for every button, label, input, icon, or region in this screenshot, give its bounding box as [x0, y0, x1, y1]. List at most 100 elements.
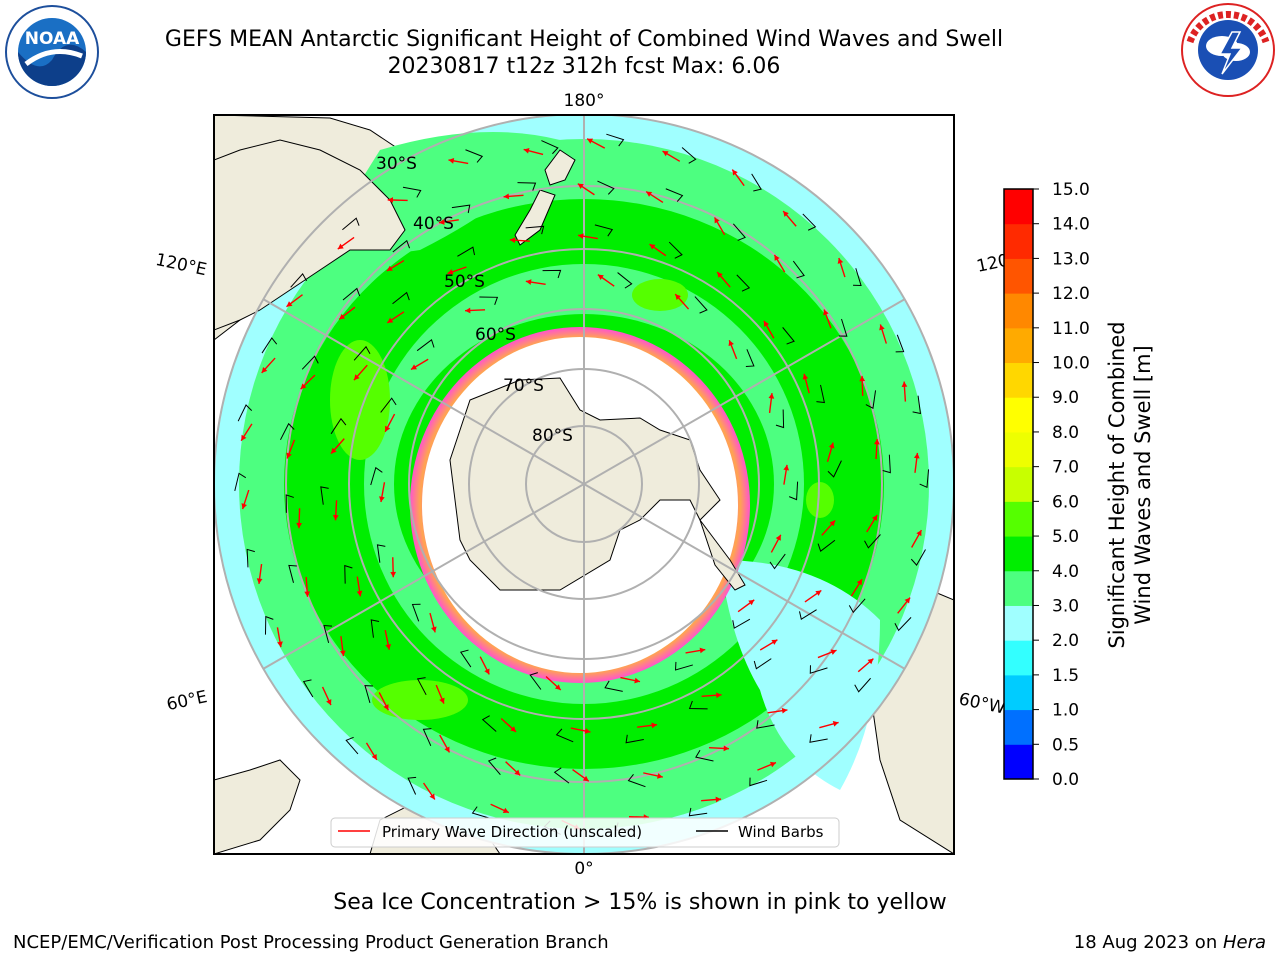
wind-barb: [751, 173, 762, 192]
wave-direction-arrowhead: [390, 571, 397, 578]
map-legend: Primary Wave Direction (unscaled) Wind B…: [330, 817, 840, 848]
wind-barb: [264, 615, 274, 635]
wave-direction-arrowhead: [699, 647, 706, 654]
wave-direction-arrowhead: [913, 452, 920, 459]
wind-barb: [487, 757, 501, 775]
wind-barb: [370, 619, 380, 638]
legend-barb-label: Wind Barbs: [738, 823, 824, 841]
wave-direction-arrowhead: [577, 183, 584, 189]
lon-label-120e: 120°E: [154, 250, 209, 280]
wave-direction-arrowhead: [829, 520, 836, 527]
wave-direction-arrowhead: [783, 211, 789, 217]
wind-barb: [553, 767, 570, 784]
wind-barb: [910, 549, 926, 566]
wave-direction-arrowhead: [331, 447, 337, 454]
wave-direction-arrowhead: [339, 313, 346, 320]
chart-title: GEFS MEAN Antarctic Significant Height o…: [164, 27, 1004, 52]
wind-barb: [853, 268, 862, 287]
colorbar-tick-label: 1.0: [1052, 701, 1079, 721]
wind-barb: [695, 750, 714, 762]
wind-barb: [749, 777, 768, 787]
wave-direction-arrowhead: [823, 309, 829, 316]
wind-barb: [912, 395, 922, 415]
colorbar-tick-label: 6.0: [1052, 492, 1079, 512]
wave-direction-arrowhead: [439, 697, 445, 704]
wind-barb: [517, 182, 537, 191]
wind-barb: [769, 553, 786, 570]
land-newzealand: [514, 149, 576, 246]
wave-direction-arrowhead: [385, 425, 391, 432]
colorbar-segment: [1004, 674, 1033, 711]
wave-direction-arrowhead: [715, 796, 722, 803]
colorbar-tick-label: 10.0: [1052, 354, 1090, 374]
wind-barb: [342, 287, 361, 301]
wave-direction-arrowhead: [828, 442, 835, 449]
wind-barb: [246, 548, 255, 568]
wave-direction-arrowhead: [716, 692, 722, 699]
wind-barb: [422, 728, 432, 746]
wave-direction-arrowhead: [371, 753, 377, 760]
wind-barb: [402, 186, 422, 198]
colorbar-segment: [1004, 709, 1033, 745]
wind-barb: [451, 204, 471, 214]
wind-barb: [288, 564, 297, 583]
wave-direction-arrowhead: [728, 340, 734, 347]
wave-direction-arrowhead: [582, 775, 589, 782]
colorbar-segment: [1004, 189, 1033, 225]
sea-ice-caption: Sea Ice Concentration > 15% is shown in …: [333, 890, 947, 915]
wave-direction-arrowhead: [723, 745, 729, 752]
wave-direction-arrowhead: [261, 367, 268, 373]
wind-barb: [895, 334, 905, 353]
wind-barb: [261, 337, 278, 354]
colorbar-tick-label: 5.0: [1052, 527, 1079, 547]
wave-direction-arrowhead: [675, 294, 681, 300]
wave-direction-arrowhead: [448, 158, 455, 164]
wind-barb: [237, 404, 253, 422]
wave-direction-arrowhead: [832, 721, 839, 727]
colorbar-tick-label: 14.0: [1052, 215, 1090, 235]
wind-barb: [479, 296, 499, 306]
wave-direction-arrowhead: [447, 269, 454, 275]
chart-subtitle: 20230817 t12z 312h fcst Max: 6.06: [387, 54, 781, 79]
lat-label-70s: 70°S: [503, 376, 544, 396]
lat-label-60s: 60°S: [475, 325, 516, 345]
wave-direction-arrowhead: [277, 641, 283, 648]
wave-direction-arrowhead: [484, 668, 490, 675]
wind-barb: [481, 715, 497, 732]
wave-direction-arrowhead: [386, 265, 393, 271]
wave-direction-arrowhead: [874, 439, 880, 445]
wind-barb: [471, 806, 490, 819]
wave-direction-arrowhead: [748, 599, 755, 606]
wind-barb: [320, 486, 329, 505]
legend-wave-label: Primary Wave Direction (unscaled): [382, 823, 642, 841]
wave-direction-arrowhead: [856, 579, 863, 586]
wave-direction-arrowhead: [774, 254, 780, 261]
wind-barb: [465, 149, 484, 163]
colorbar-tick-label: 11.0: [1052, 319, 1090, 339]
wind-barb: [457, 246, 476, 257]
wind-barb: [788, 481, 799, 501]
wave-direction-arrowhead: [783, 464, 790, 471]
noaa-logo: NOAA: [5, 5, 99, 99]
wind-barb: [745, 349, 755, 367]
wind-barb: [688, 700, 708, 710]
land-bottomleft-corner: [214, 759, 301, 854]
wind-barb: [525, 225, 545, 235]
wind-barb: [809, 734, 828, 743]
nws-logo: [1181, 3, 1275, 97]
lat-label-80s: 80°S: [532, 426, 573, 446]
wave-direction-arrowhead: [587, 138, 594, 144]
wind-barb: [342, 217, 360, 231]
lon-label-60w: 60°W: [957, 689, 1007, 718]
colorbar-segment: [1004, 223, 1033, 259]
wind-barb: [625, 734, 644, 744]
colorbar-tick-label: 9.0: [1052, 388, 1079, 408]
wave-direction-arrowhead: [714, 217, 720, 224]
wind-barb: [380, 397, 397, 413]
wave-direction-arrowhead: [523, 148, 530, 154]
wind-barb: [416, 677, 427, 696]
colorbar-tick-label: 1.5: [1052, 666, 1079, 686]
colorbar-tick-label: 0.0: [1052, 770, 1079, 790]
wave-direction-arrowhead: [410, 364, 417, 370]
wave-direction-arrowhead: [769, 761, 776, 768]
